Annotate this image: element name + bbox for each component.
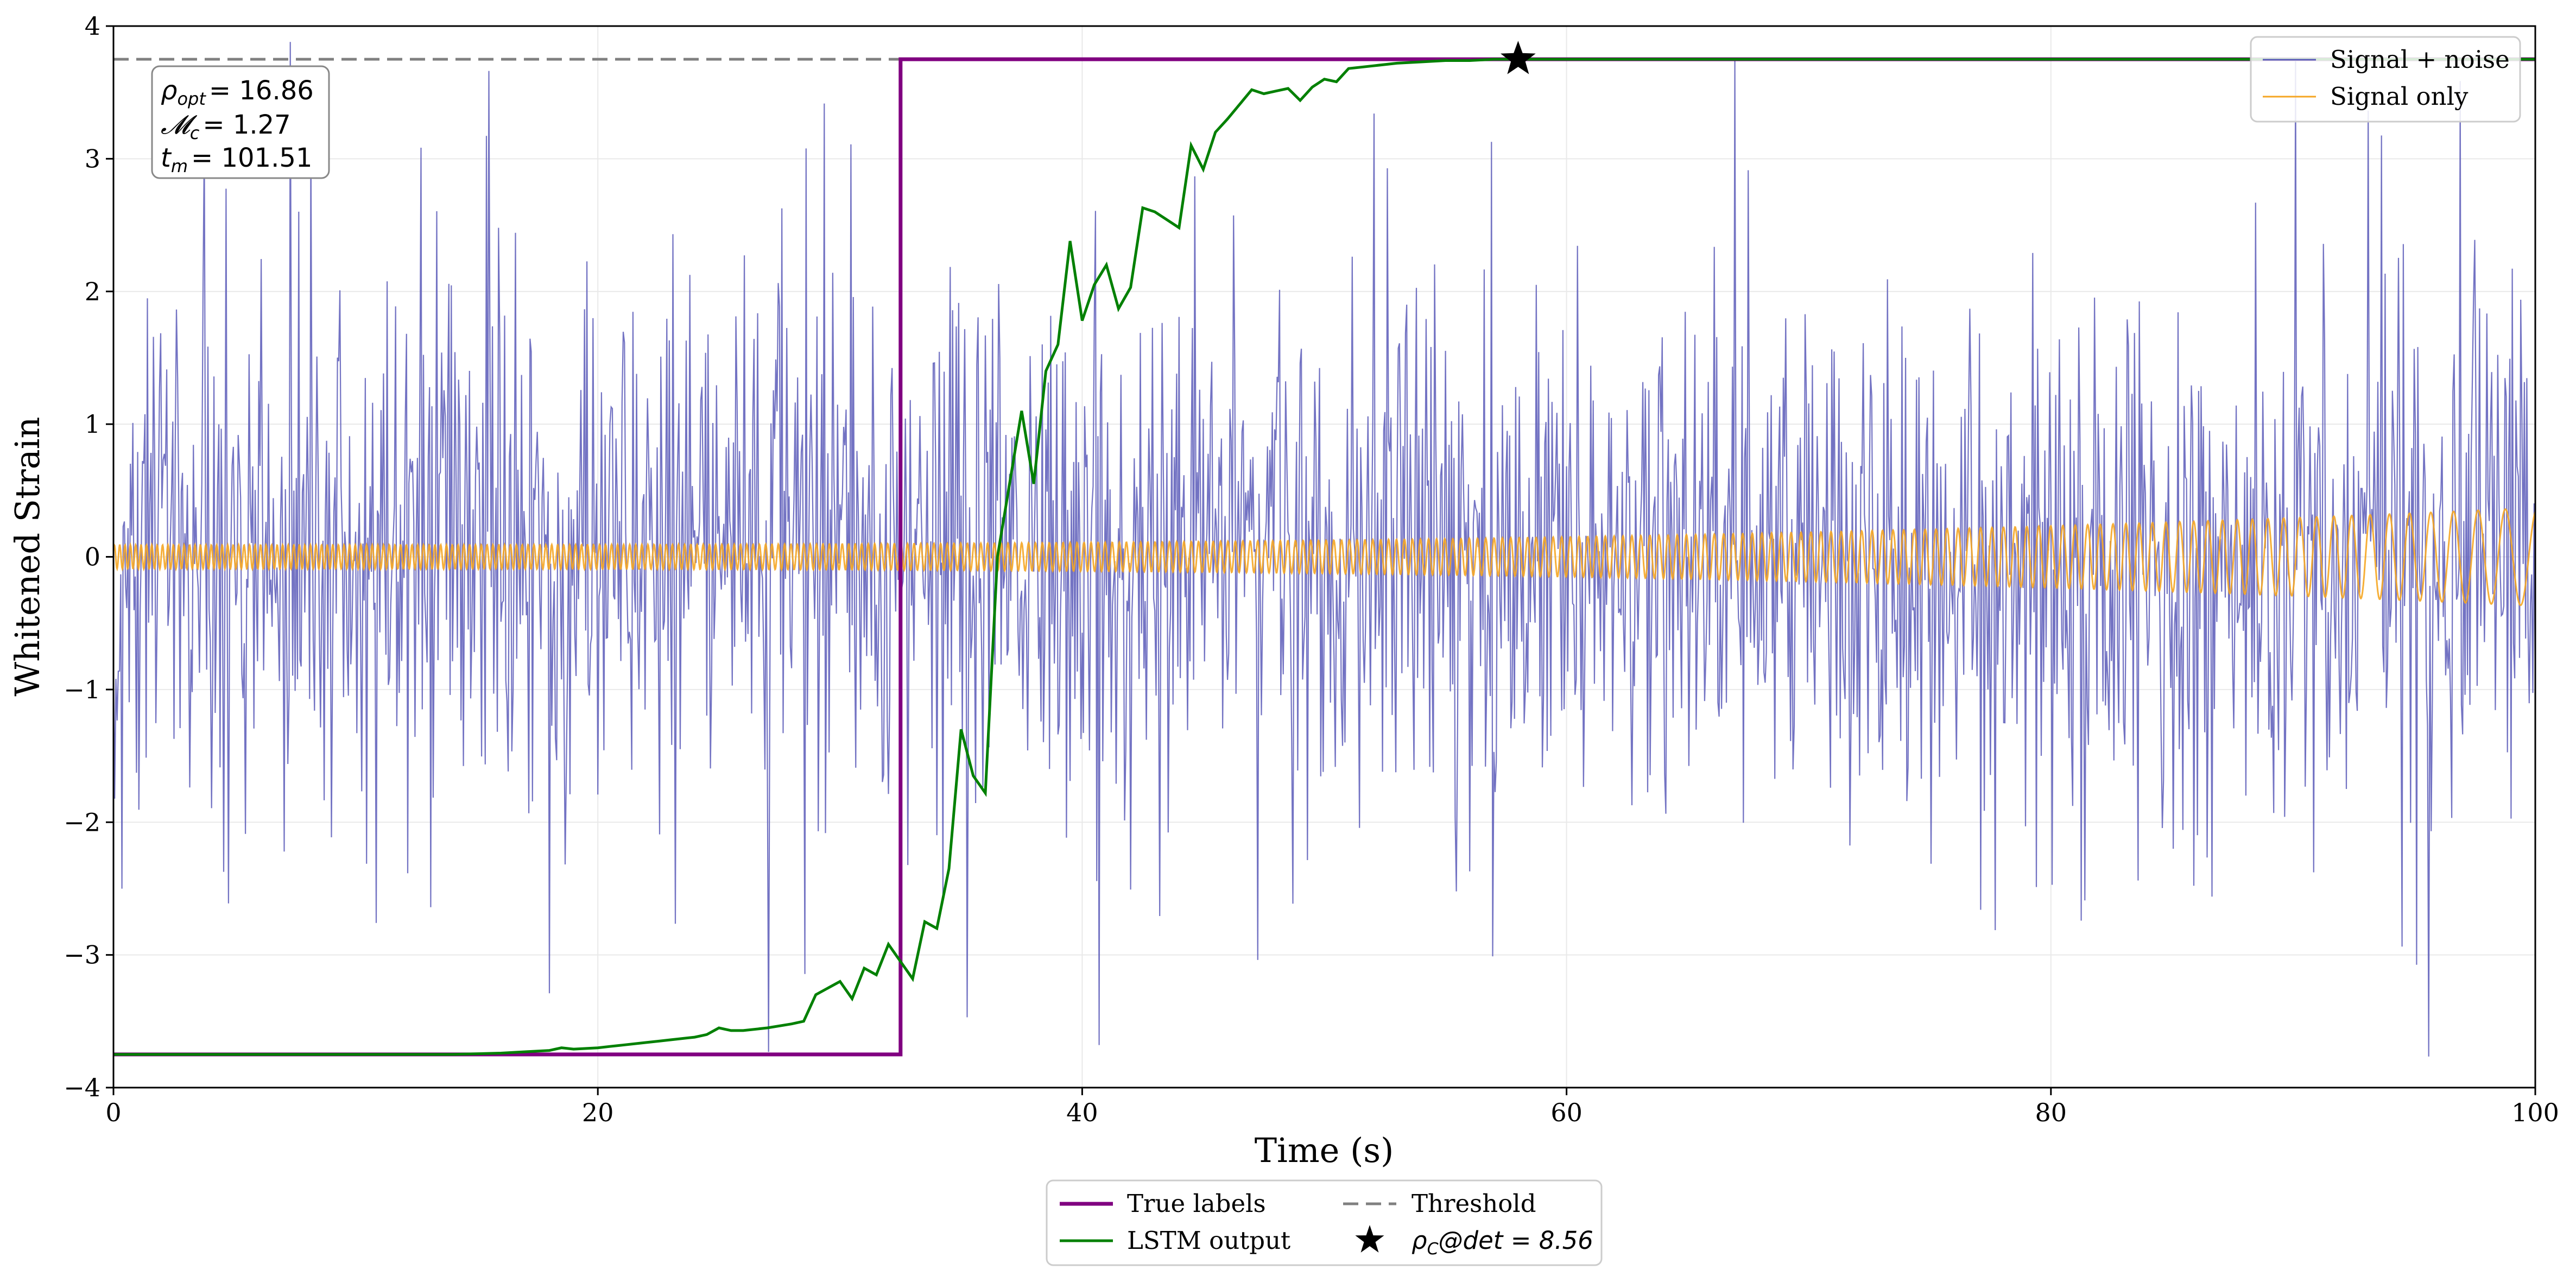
legend-label-lstm-output: LSTM output: [1127, 1226, 1290, 1255]
legend-bottom: True labels Threshold LSTM output ρC@det…: [1046, 1179, 1603, 1266]
y-axis-label: Whitened Strain: [8, 417, 47, 697]
annotation-merger-time: tm = 101.51: [161, 143, 312, 176]
y-tick-label: 2: [85, 277, 100, 306]
y-tick-label: 0: [85, 542, 100, 572]
legend-label-true-labels: True labels: [1127, 1189, 1266, 1218]
y-tick-label: 3: [85, 144, 100, 173]
x-axis-ticks: 0 20 40 60 80 100: [105, 1088, 2559, 1127]
signal-only-line: [113, 508, 2535, 607]
legend-label-signal-plus-noise: Signal + noise: [2330, 45, 2510, 74]
legend-swatch-detection-star: [1355, 1225, 1384, 1253]
y-tick-label: 1: [85, 409, 100, 439]
signal-plus-noise-line: [113, 42, 2535, 1057]
x-tick-label: 40: [1066, 1098, 1098, 1127]
x-axis-label: Time (s): [1255, 1131, 1394, 1170]
y-tick-label: −2: [64, 807, 100, 837]
y-tick-label: −1: [64, 675, 100, 704]
y-tick-label: −4: [64, 1073, 100, 1102]
legend-label-threshold: Threshold: [1412, 1189, 1536, 1218]
y-tick-label: 4: [85, 11, 100, 41]
annotation-rho-opt: ρopt = 16.86: [161, 75, 314, 109]
x-tick-label: 60: [1550, 1098, 1583, 1127]
x-tick-label: 20: [582, 1098, 614, 1127]
x-tick-label: 100: [2511, 1098, 2559, 1127]
legend-top-right: Signal + noise Signal only: [2250, 36, 2521, 123]
x-tick-label: 0: [105, 1098, 121, 1127]
parameter-annotation-box: ρopt = 16.86 𝓜c = 1.27 tm = 101.51: [151, 65, 330, 179]
legend-label-signal-only: Signal only: [2330, 82, 2469, 111]
lstm-output-line: [113, 58, 2535, 1056]
legend-label-detection: ρC@det = 8.56: [1412, 1226, 1593, 1259]
y-tick-label: −3: [64, 940, 100, 970]
detection-star-marker: [1501, 41, 1536, 74]
y-axis-ticks: −4 −3 −2 −1 0 1 2 3 4: [64, 11, 113, 1102]
x-tick-label: 80: [2035, 1098, 2067, 1127]
annotation-chirp-mass: 𝓜c = 1.27: [161, 110, 291, 143]
